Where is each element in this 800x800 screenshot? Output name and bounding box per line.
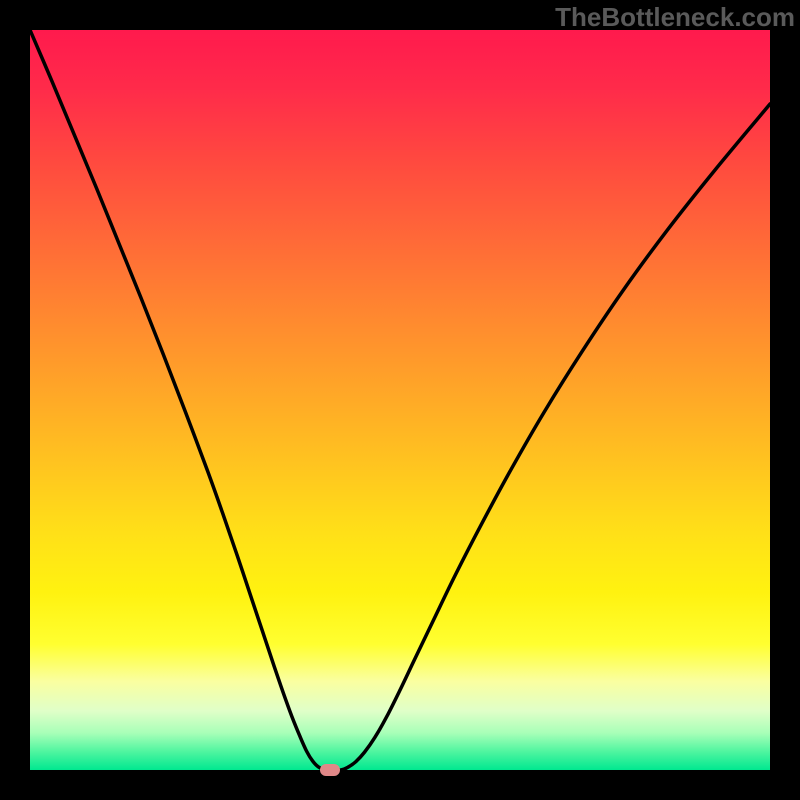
watermark-text: TheBottleneck.com: [555, 2, 795, 33]
optimum-marker: [320, 764, 340, 776]
plot-area: [30, 30, 770, 770]
chart-root: TheBottleneck.com: [0, 0, 800, 800]
bottleneck-curve: [30, 30, 770, 770]
bottleneck-curve-svg: [30, 30, 770, 770]
